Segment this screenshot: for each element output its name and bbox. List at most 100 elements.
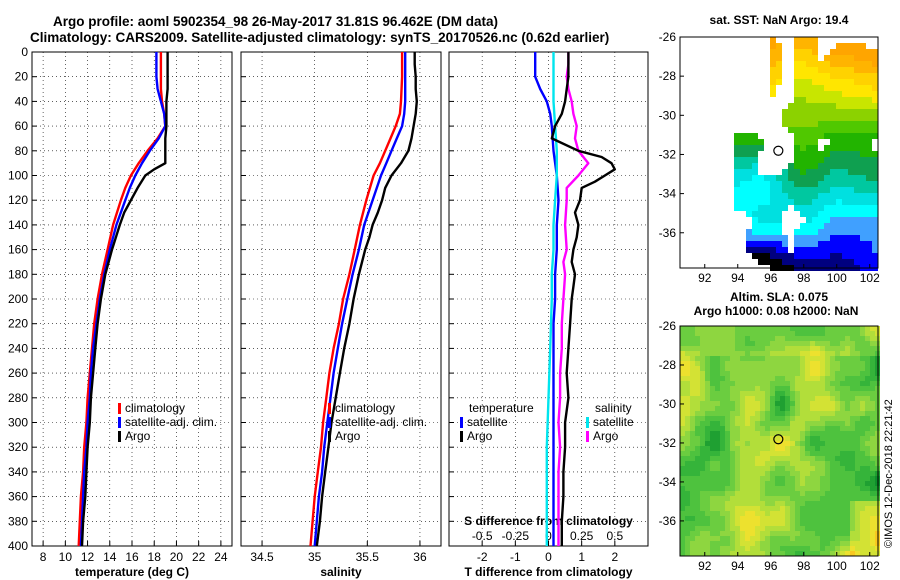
sla-cell — [810, 346, 815, 351]
sst-cell — [746, 175, 752, 181]
sla-cell — [870, 546, 875, 551]
sst-cell — [854, 217, 860, 223]
sla-cell — [815, 366, 820, 371]
sla-cell — [740, 376, 745, 381]
sla-cell — [765, 366, 770, 371]
sla-cell — [735, 426, 740, 431]
sla-cell — [745, 346, 750, 351]
sla-cell — [780, 516, 785, 521]
sla-cell — [705, 381, 710, 386]
sst-cell — [818, 217, 824, 223]
sla-cell — [815, 326, 820, 331]
sla-cell — [800, 391, 805, 396]
sst-cell — [830, 121, 836, 127]
sla-cell — [870, 486, 875, 491]
sla-cell — [715, 476, 720, 481]
sla-cell — [820, 521, 825, 526]
sst-cell — [842, 259, 848, 265]
sla-cell — [755, 466, 760, 471]
sst-cell — [818, 97, 824, 103]
sst-cell — [854, 229, 860, 235]
sla-cell — [805, 436, 810, 441]
sst-cell — [866, 109, 872, 115]
sla-cell — [720, 381, 725, 386]
sst-cell — [818, 199, 824, 205]
sla-cell — [820, 446, 825, 451]
sla-cell — [825, 381, 830, 386]
sla-cell — [825, 401, 830, 406]
sla-cell — [755, 511, 760, 516]
sla-cell — [830, 341, 835, 346]
sst-cell — [794, 55, 800, 61]
sst-cell — [746, 139, 752, 145]
sla-cell — [705, 516, 710, 521]
sla-cell — [690, 356, 695, 361]
sla-cell — [695, 536, 700, 541]
sst-cell — [788, 199, 794, 205]
sst-cell — [806, 73, 812, 79]
sst-cell — [836, 73, 842, 79]
sla-cell — [825, 406, 830, 411]
sla-cell — [865, 391, 870, 396]
sla-cell — [790, 426, 795, 431]
sla-cell — [730, 391, 735, 396]
sst-cell — [758, 187, 764, 193]
sla-cell — [735, 471, 740, 476]
sla-cell — [700, 361, 705, 366]
sla-cell — [800, 501, 805, 506]
sla-cell — [830, 551, 835, 556]
sst-cell — [860, 103, 866, 109]
sst-cell — [848, 193, 854, 199]
sla-cell — [775, 506, 780, 511]
sla-cell — [695, 511, 700, 516]
sst-cell — [854, 247, 860, 253]
sla-cell — [715, 531, 720, 536]
sla-cell — [775, 536, 780, 541]
sla-cell — [715, 441, 720, 446]
sla-cell — [680, 446, 685, 451]
sst-cell — [836, 133, 842, 139]
top-x-tick-label: 0 — [545, 529, 552, 543]
sla-cell — [835, 336, 840, 341]
sla-cell — [850, 376, 855, 381]
sla-cell — [690, 416, 695, 421]
sla-cell — [685, 361, 690, 366]
sst-cell — [806, 235, 812, 241]
sla-cell — [710, 351, 715, 356]
sla-cell — [850, 506, 855, 511]
sla-cell — [840, 436, 845, 441]
sla-cell — [695, 336, 700, 341]
sst-cell — [848, 103, 854, 109]
sla-cell — [685, 396, 690, 401]
sla-cell — [705, 541, 710, 546]
sst-cell — [764, 217, 770, 223]
sla-cell — [690, 506, 695, 511]
sst-cell — [818, 109, 824, 115]
sla-cell — [700, 526, 705, 531]
sla-cell — [790, 451, 795, 456]
x-tick-label: 0 — [545, 550, 552, 564]
sst-cell — [866, 169, 872, 175]
sla-cell — [700, 496, 705, 501]
sla-cell — [760, 421, 765, 426]
sst-cell — [836, 91, 842, 97]
sst-cell — [746, 211, 752, 217]
sla-cell — [750, 481, 755, 486]
sla-cell — [705, 376, 710, 381]
sla-cell — [850, 516, 855, 521]
sst-cell — [842, 85, 848, 91]
sst-cell — [806, 217, 812, 223]
sla-cell — [790, 546, 795, 551]
sla-cell — [740, 551, 745, 556]
sla-cell — [815, 511, 820, 516]
sla-cell — [720, 346, 725, 351]
sla-cell — [815, 426, 820, 431]
sla-cell — [790, 411, 795, 416]
sst-cell — [854, 91, 860, 97]
sla-cell — [810, 541, 815, 546]
map-frame — [679, 36, 879, 269]
sla-cell — [830, 456, 835, 461]
sla-cell — [750, 521, 755, 526]
sst-cell — [848, 169, 854, 175]
sla-cell — [685, 511, 690, 516]
